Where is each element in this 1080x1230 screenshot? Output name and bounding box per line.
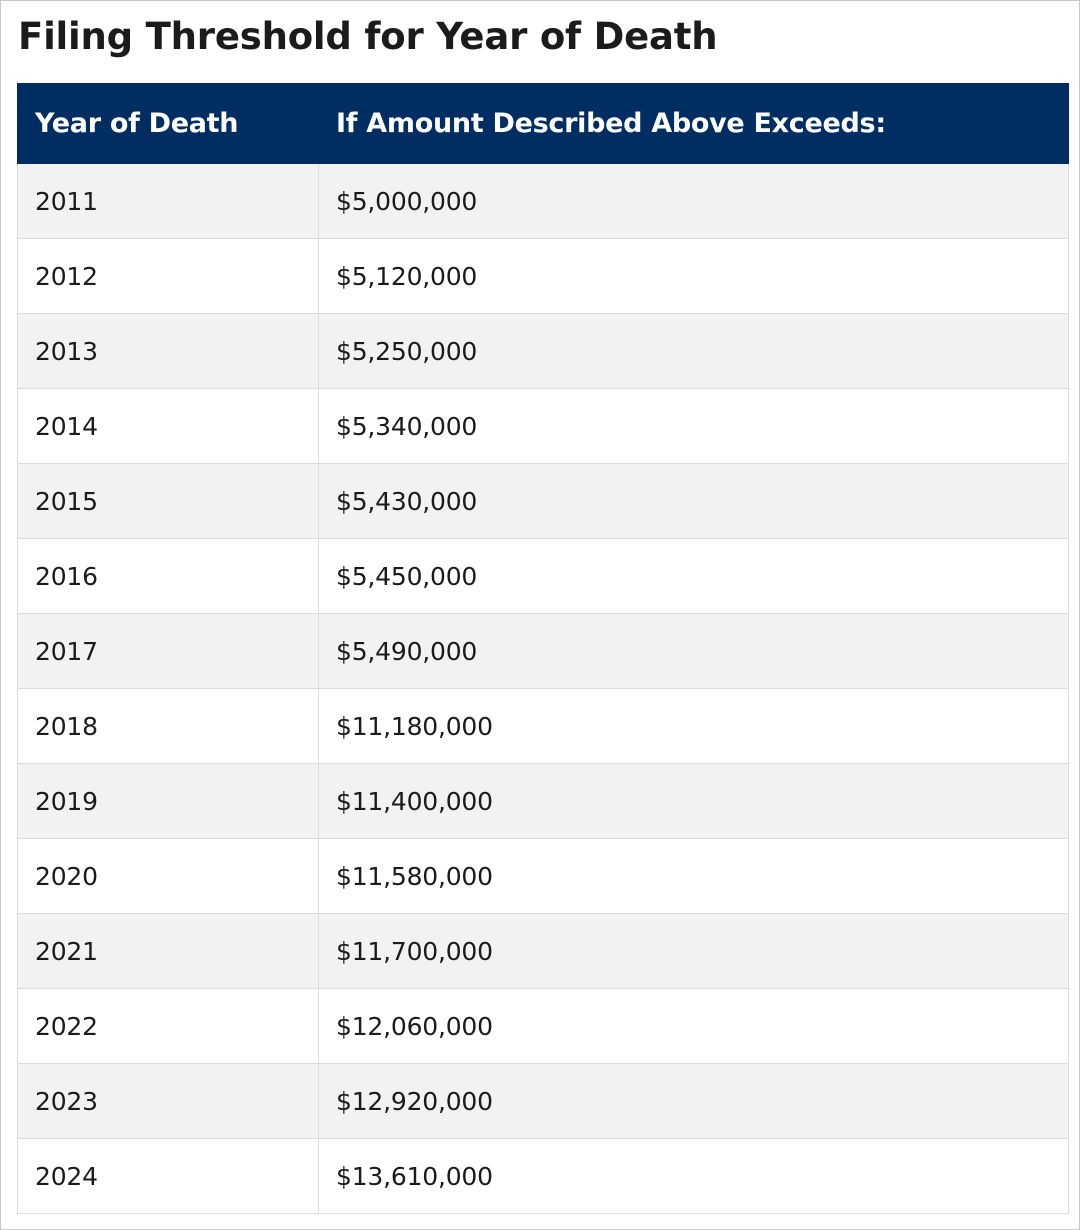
amount-cell: $5,340,000 [318, 388, 1069, 464]
table-row: 2016 $5,450,000 [17, 538, 1069, 614]
table-row: 2023 $12,920,000 [17, 1063, 1069, 1139]
year-cell: 2015 [17, 463, 319, 539]
year-cell: 2020 [17, 838, 319, 914]
amount-cell: $5,000,000 [318, 163, 1069, 239]
table-row: 2018 $11,180,000 [17, 688, 1069, 764]
table-body: 2011 $5,000,000 2012 $5,120,000 2013 $5,… [17, 163, 1069, 1214]
amount-cell: $11,700,000 [318, 913, 1069, 989]
year-cell: 2014 [17, 388, 319, 464]
amount-cell: $5,250,000 [318, 313, 1069, 389]
year-cell: 2017 [17, 613, 319, 689]
year-cell: 2019 [17, 763, 319, 839]
table-row: 2020 $11,580,000 [17, 838, 1069, 914]
year-cell: 2018 [17, 688, 319, 764]
table-row: 2013 $5,250,000 [17, 313, 1069, 389]
amount-cell: $5,450,000 [318, 538, 1069, 614]
year-cell: 2012 [17, 238, 319, 314]
year-cell: 2024 [17, 1138, 319, 1214]
page-title: Filing Threshold for Year of Death [18, 15, 718, 58]
header-year-of-death: Year of Death [17, 83, 319, 164]
amount-cell: $5,430,000 [318, 463, 1069, 539]
table-row: 2015 $5,430,000 [17, 463, 1069, 539]
year-cell: 2023 [17, 1063, 319, 1139]
table-row: 2024 $13,610,000 [17, 1138, 1069, 1214]
year-cell: 2013 [17, 313, 319, 389]
amount-cell: $13,610,000 [318, 1138, 1069, 1214]
header-amount-exceeds: If Amount Described Above Exceeds: [318, 83, 1069, 164]
table-row: 2019 $11,400,000 [17, 763, 1069, 839]
table-row: 2017 $5,490,000 [17, 613, 1069, 689]
year-cell: 2022 [17, 988, 319, 1064]
year-cell: 2021 [17, 913, 319, 989]
filing-threshold-table: Year of Death If Amount Described Above … [17, 83, 1069, 1214]
amount-cell: $5,120,000 [318, 238, 1069, 314]
amount-cell: $12,060,000 [318, 988, 1069, 1064]
amount-cell: $11,580,000 [318, 838, 1069, 914]
year-cell: 2016 [17, 538, 319, 614]
table-row: 2022 $12,060,000 [17, 988, 1069, 1064]
table-row: 2014 $5,340,000 [17, 388, 1069, 464]
amount-cell: $11,180,000 [318, 688, 1069, 764]
table-header-row: Year of Death If Amount Described Above … [17, 83, 1069, 164]
amount-cell: $11,400,000 [318, 763, 1069, 839]
amount-cell: $12,920,000 [318, 1063, 1069, 1139]
year-cell: 2011 [17, 163, 319, 239]
table-row: 2012 $5,120,000 [17, 238, 1069, 314]
table-row: 2011 $5,000,000 [17, 163, 1069, 239]
table-row: 2021 $11,700,000 [17, 913, 1069, 989]
amount-cell: $5,490,000 [318, 613, 1069, 689]
